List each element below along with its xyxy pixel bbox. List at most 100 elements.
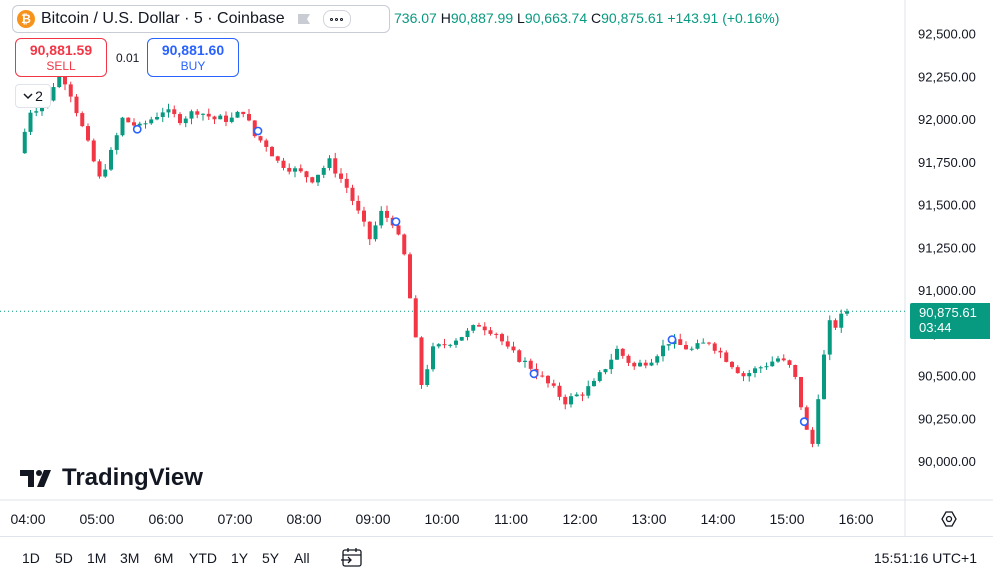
candle-body	[712, 343, 717, 351]
candle-body	[707, 342, 711, 344]
candle-body	[839, 313, 844, 328]
y-tick-label: 91,250.00	[918, 240, 976, 255]
x-tick-label: 12:00	[562, 511, 597, 527]
candle-body	[770, 361, 775, 367]
x-tick-label: 13:00	[631, 511, 666, 527]
candle-body	[247, 114, 251, 121]
change-value: +143.91 (+0.16%)	[667, 10, 780, 26]
candle-body	[201, 113, 205, 115]
candle-body	[91, 140, 96, 162]
x-tick-label: 10:00	[424, 511, 459, 527]
sell-button[interactable]: 90,881.59 SELL	[15, 38, 107, 77]
y-tick-label: 90,250.00	[918, 411, 976, 426]
candle-body	[442, 344, 447, 346]
candle-body	[574, 394, 579, 397]
candle-body	[701, 342, 706, 344]
candle-body	[747, 372, 752, 377]
range-1y[interactable]: 1Y	[231, 550, 249, 566]
candle-body	[396, 225, 401, 235]
buy-button[interactable]: 90,881.60 BUY	[147, 38, 239, 77]
candle-body	[40, 105, 44, 112]
candle-body	[413, 298, 418, 338]
candle-body	[563, 396, 568, 405]
price-chart[interactable]: 92,500.00 92,250.00 92,000.00 91,750.00 91,5…	[0, 0, 993, 536]
high-value: 90,887.99	[450, 10, 514, 26]
candle-body	[500, 334, 504, 342]
candle-body	[764, 366, 769, 368]
candle-body	[643, 362, 648, 366]
candle-body	[810, 429, 815, 444]
tradingview-logo-icon	[20, 470, 51, 487]
candle-body	[304, 171, 309, 178]
candle-body	[827, 320, 832, 355]
candle-body	[68, 84, 73, 97]
indicators-collapse-button[interactable]: 2	[15, 84, 51, 108]
range-1d[interactable]: 1D	[22, 550, 40, 566]
candle-body	[730, 361, 734, 368]
x-tick-label: 04:00	[10, 511, 45, 527]
bar-countdown: 03:44	[919, 320, 952, 335]
candle-body	[753, 368, 757, 373]
event-marker	[667, 335, 677, 344]
symbol-title-pill[interactable]: ₿ Bitcoin / U.S. Dollar · 5 · Coinbase	[12, 5, 390, 33]
candle-body	[741, 373, 746, 377]
x-tick-label: 08:00	[286, 511, 321, 527]
candle-body	[822, 354, 826, 400]
range-ytd[interactable]: YTD	[189, 550, 217, 566]
candle-body	[517, 350, 522, 362]
candle-body	[235, 111, 240, 118]
candle-body	[109, 149, 113, 170]
range-5y[interactable]: 5Y	[262, 550, 280, 566]
candle-body	[592, 380, 596, 387]
candle-body	[281, 160, 286, 168]
candle-body	[425, 369, 430, 385]
candle-body	[149, 119, 154, 124]
open-value: 736.07	[394, 10, 437, 26]
candle-body	[684, 344, 688, 350]
range-6m[interactable]: 6M	[154, 550, 174, 566]
candle-body	[494, 333, 499, 335]
candle-body	[321, 167, 326, 175]
clock-timezone[interactable]: 15:51:16 UTC+1	[873, 550, 977, 566]
candle-body	[362, 210, 366, 222]
tradingview-logo[interactable]: TradingView	[20, 464, 203, 492]
candle-body	[632, 362, 637, 367]
candle-body	[735, 367, 740, 374]
x-tick-label: 07:00	[217, 511, 252, 527]
y-tick-label: 90,500.00	[918, 369, 976, 384]
range-all[interactable]: All	[294, 550, 310, 566]
candle-body	[833, 320, 838, 328]
candle-body	[310, 177, 315, 183]
x-tick-label: 16:00	[838, 511, 873, 527]
candle-body	[195, 111, 200, 115]
axis-settings-icon[interactable]	[940, 510, 958, 528]
flag-icon[interactable]	[297, 13, 311, 26]
candle-body	[776, 358, 780, 362]
candle-body	[419, 337, 424, 385]
candle-body	[212, 116, 217, 120]
bitcoin-icon: ₿	[17, 10, 35, 28]
chevron-down-icon	[23, 93, 33, 100]
range-3m[interactable]: 3M	[120, 550, 140, 566]
candle-body	[586, 386, 591, 396]
range-5d[interactable]: 5D	[55, 550, 73, 566]
candle-body	[275, 156, 280, 161]
symbol-title[interactable]: Bitcoin / U.S. Dollar · 5 · Coinbase	[41, 10, 285, 27]
candle-body	[718, 350, 723, 353]
candle-body	[845, 311, 849, 314]
candle-body	[293, 168, 297, 172]
buy-price: 90,881.60	[161, 42, 225, 58]
candle-body	[97, 161, 102, 177]
y-tick-label: 91,000.00	[918, 283, 976, 298]
candle-body	[471, 325, 476, 331]
go-to-date-icon[interactable]	[340, 545, 364, 569]
candle-body	[114, 135, 119, 150]
range-1m[interactable]: 1M	[87, 550, 107, 566]
candle-body	[367, 221, 372, 240]
candle-body	[793, 364, 798, 377]
candle-body	[373, 225, 378, 240]
x-tick-label: 06:00	[148, 511, 183, 527]
sell-label: SELL	[46, 59, 76, 73]
candle-body	[482, 326, 487, 331]
more-options-icon[interactable]	[322, 10, 351, 28]
